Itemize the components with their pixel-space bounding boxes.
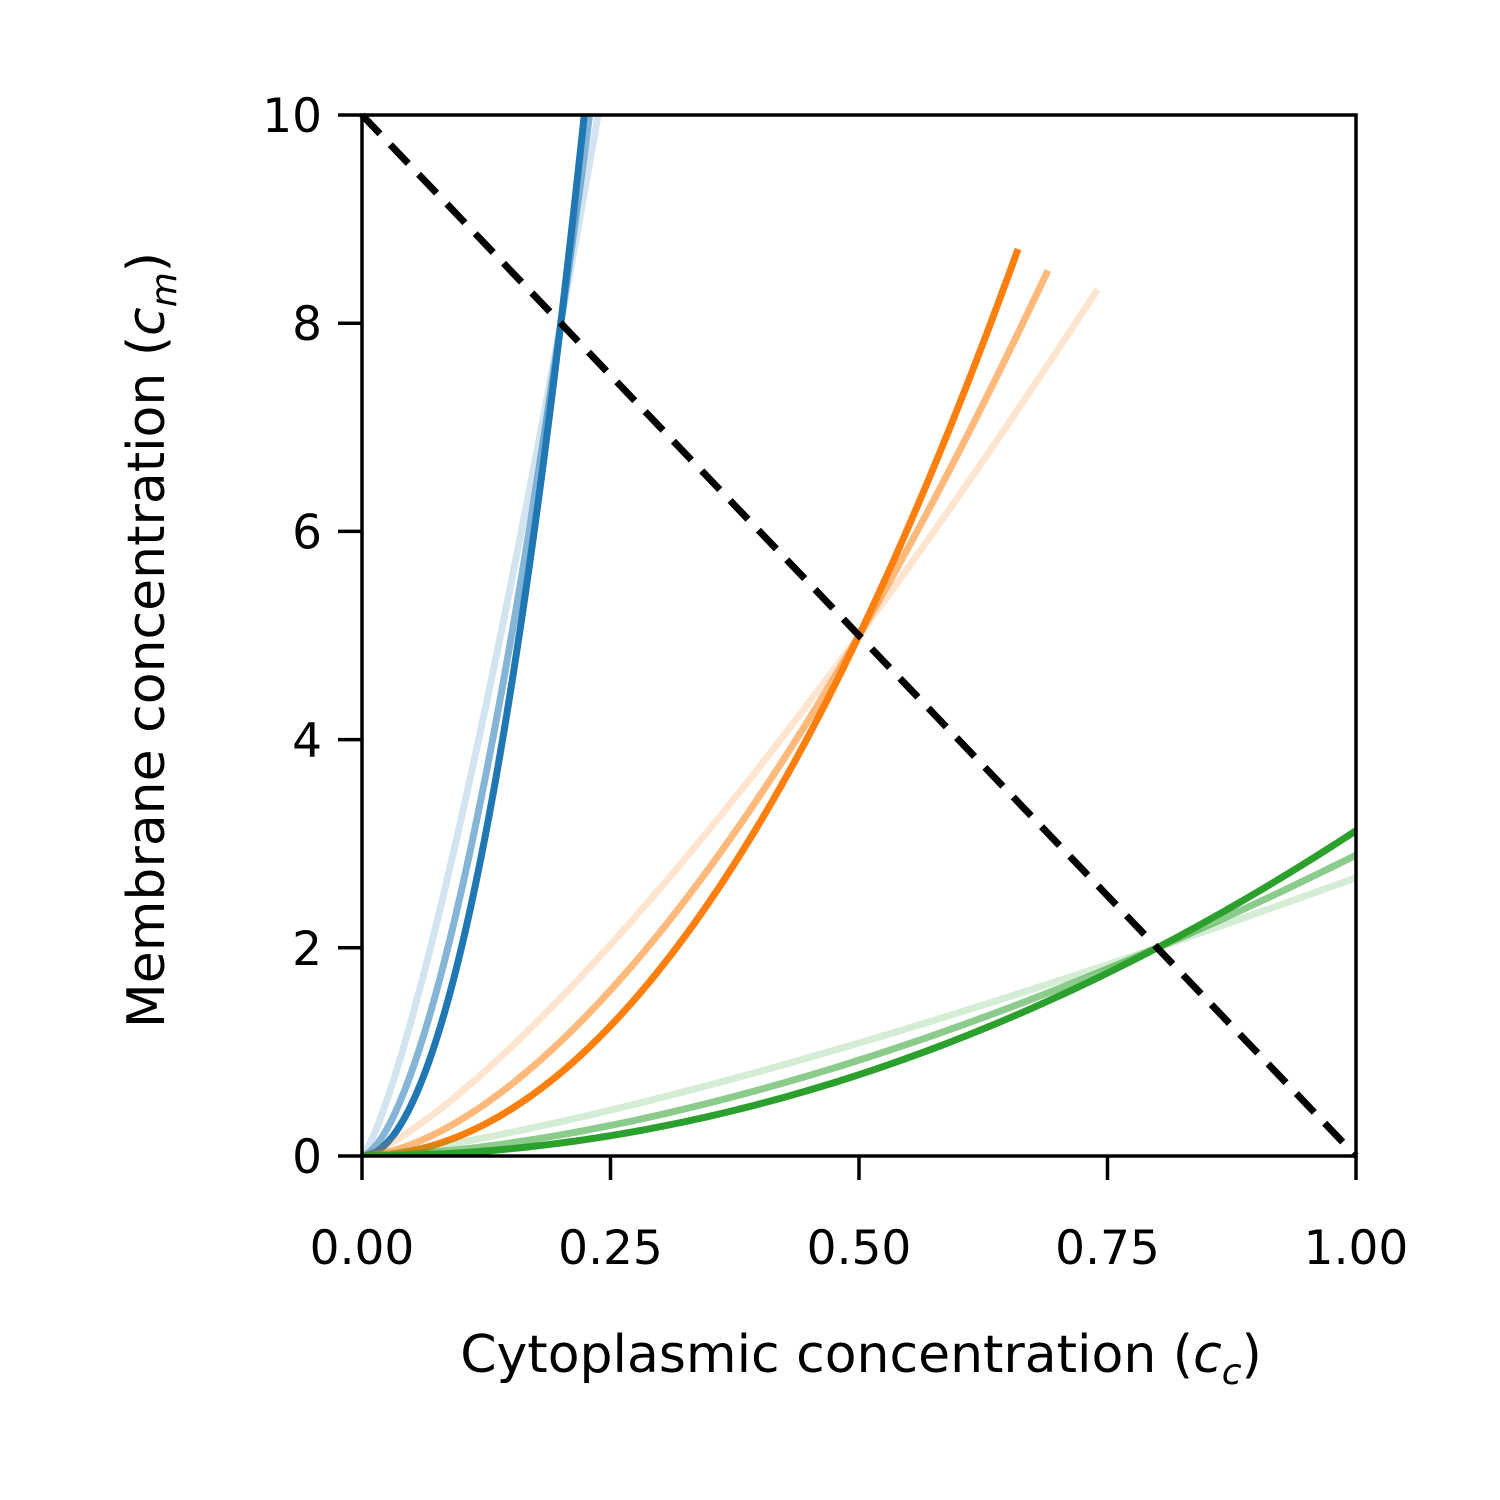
y-axis-ticks: 0 2 4 6 8 10 (262, 89, 362, 1185)
x-tick-label: 1.00 (1304, 1221, 1409, 1276)
x-axis-title: Cytoplasmic concentration (cc) (460, 1325, 1262, 1393)
series-layer (362, 115, 1356, 1156)
series-line-9 (362, 827, 1356, 1156)
x-tick-label: 0.75 (1055, 1221, 1160, 1276)
series-line-4 (362, 287, 1101, 1156)
series-line-6 (362, 247, 1022, 1156)
y-tick-label: 2 (292, 922, 322, 977)
x-tick-label: 0.00 (310, 1221, 415, 1276)
y-axis-title: Membrane concentration (cm) (117, 252, 185, 1028)
x-tick-label: 0.50 (807, 1221, 912, 1276)
series-line-5 (362, 268, 1052, 1156)
y-tick-label: 4 (292, 714, 322, 769)
y-tick-label: 0 (292, 1130, 322, 1185)
x-axis-ticks: 0.00 0.25 0.50 0.75 1.00 (310, 1156, 1409, 1276)
series-line-3 (362, 115, 588, 1156)
y-tick-label: 10 (262, 89, 322, 144)
reference-line (359, 112, 1359, 1159)
y-tick-label: 8 (292, 297, 322, 352)
x-tick-label: 0.25 (558, 1221, 663, 1276)
y-tick-label: 6 (292, 505, 322, 560)
